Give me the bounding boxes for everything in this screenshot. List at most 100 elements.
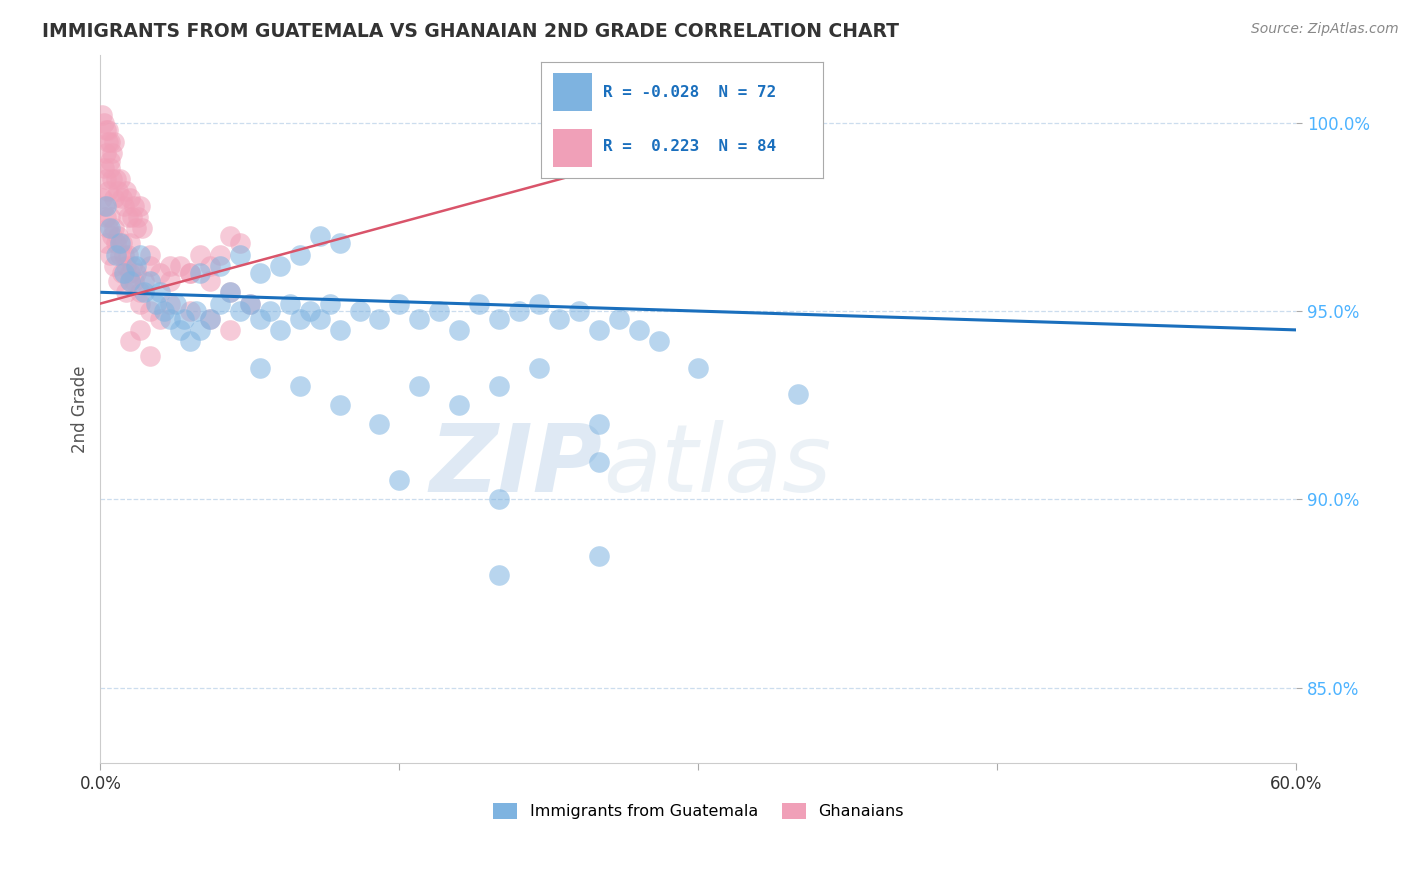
Point — [408, 379, 430, 393]
Point — [169, 259, 191, 273]
Point — [527, 360, 550, 375]
Point — [239, 296, 262, 310]
Point — [107, 184, 129, 198]
Point — [110, 247, 132, 261]
Point — [120, 274, 142, 288]
Point — [110, 236, 132, 251]
Point — [96, 146, 118, 161]
Point — [112, 247, 135, 261]
Point — [105, 236, 128, 251]
Point — [588, 455, 610, 469]
Point — [159, 274, 181, 288]
Point — [103, 221, 125, 235]
Point — [129, 323, 152, 337]
Point — [488, 379, 510, 393]
Point — [98, 247, 121, 261]
Point — [188, 267, 211, 281]
Point — [105, 172, 128, 186]
Point — [188, 323, 211, 337]
Point — [91, 191, 114, 205]
Point — [139, 304, 162, 318]
Point — [249, 311, 271, 326]
Point — [179, 267, 201, 281]
Point — [111, 236, 134, 251]
Point — [97, 135, 120, 149]
Point — [198, 311, 221, 326]
Point — [101, 146, 124, 161]
Point — [259, 304, 281, 318]
Point — [121, 259, 143, 273]
Point — [184, 304, 207, 318]
Bar — [553, 128, 592, 167]
Point — [139, 247, 162, 261]
Point — [101, 172, 124, 186]
Point — [208, 247, 231, 261]
Point — [127, 210, 149, 224]
Point — [288, 247, 311, 261]
Point — [488, 492, 510, 507]
Point — [488, 311, 510, 326]
Point — [149, 311, 172, 326]
Point — [229, 304, 252, 318]
Point — [188, 247, 211, 261]
Legend: Immigrants from Guatemala, Ghanaians: Immigrants from Guatemala, Ghanaians — [486, 797, 911, 826]
Point — [388, 296, 411, 310]
Point — [219, 323, 242, 337]
Point — [368, 311, 391, 326]
Point — [547, 311, 569, 326]
Point — [219, 228, 242, 243]
Point — [111, 191, 134, 205]
Point — [97, 123, 120, 137]
Point — [269, 259, 291, 273]
Point — [219, 285, 242, 300]
Point — [179, 267, 201, 281]
Point — [93, 161, 115, 175]
Point — [107, 228, 129, 243]
Point — [318, 296, 340, 310]
Point — [249, 267, 271, 281]
Point — [101, 228, 124, 243]
Point — [278, 296, 301, 310]
Text: R = -0.028  N = 72: R = -0.028 N = 72 — [603, 85, 776, 100]
Point — [125, 221, 148, 235]
Point — [115, 285, 138, 300]
Point — [98, 210, 121, 224]
Point — [198, 311, 221, 326]
Point — [125, 267, 148, 281]
Point — [93, 116, 115, 130]
Point — [588, 323, 610, 337]
Point — [508, 304, 530, 318]
Point — [120, 274, 142, 288]
Point — [129, 199, 152, 213]
Point — [449, 398, 471, 412]
Point — [96, 210, 118, 224]
Text: Source: ZipAtlas.com: Source: ZipAtlas.com — [1251, 22, 1399, 37]
Point — [105, 247, 128, 261]
Point — [112, 267, 135, 281]
Point — [169, 323, 191, 337]
Point — [134, 285, 156, 300]
Point — [129, 285, 152, 300]
Point — [468, 296, 491, 310]
Point — [134, 274, 156, 288]
Point — [159, 311, 181, 326]
Point — [427, 304, 450, 318]
Point — [329, 323, 352, 337]
Point — [688, 360, 710, 375]
Point — [208, 259, 231, 273]
Point — [159, 259, 181, 273]
Point — [98, 221, 121, 235]
Point — [249, 360, 271, 375]
Point — [98, 161, 121, 175]
Point — [96, 172, 118, 186]
Point — [568, 304, 591, 318]
Point — [388, 474, 411, 488]
Point — [408, 311, 430, 326]
Point — [96, 236, 118, 251]
Point — [449, 323, 471, 337]
Point — [229, 247, 252, 261]
Point — [97, 221, 120, 235]
Point — [120, 191, 142, 205]
Point — [159, 296, 181, 310]
Point — [647, 334, 669, 349]
